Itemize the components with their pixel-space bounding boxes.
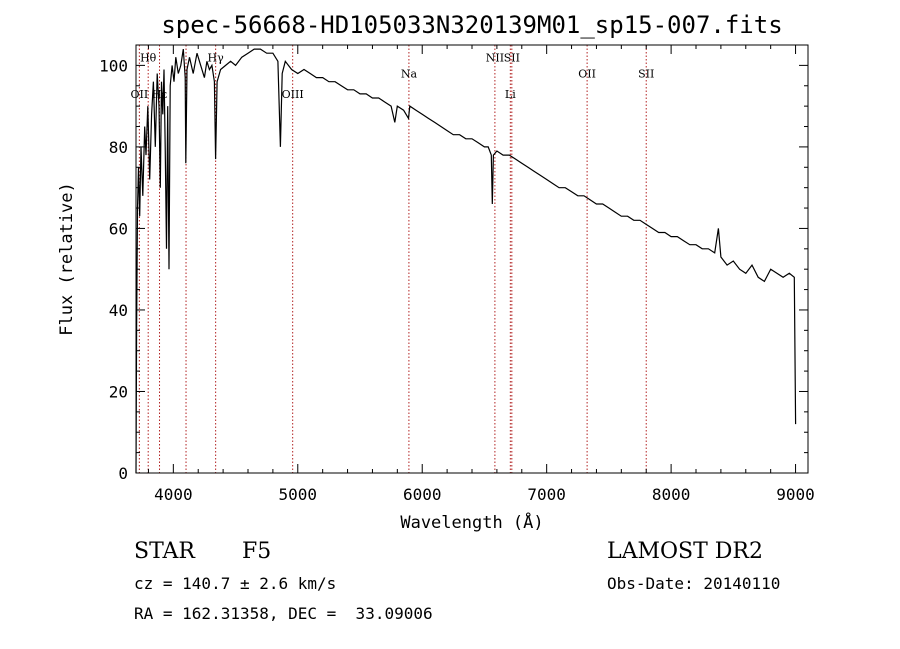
x-tick-label: 6000 — [403, 485, 442, 504]
object-subclass: F5 — [242, 539, 272, 564]
plot-frame — [135, 44, 809, 474]
y-tick-label: 20 — [109, 382, 128, 401]
x-tick-label: 9000 — [776, 485, 815, 504]
x-tick-label: 5000 — [279, 485, 318, 504]
spectrum-line — [135, 48, 797, 474]
line-marker-label: Hθ — [140, 51, 157, 64]
y-axis-label: Flux (relative) — [57, 182, 77, 336]
spectrum-chart: spec-56668-HD105033N320139M01_sp15-007.f… — [57, 11, 815, 533]
line-marker-label: Na — [401, 68, 418, 81]
x-tick-label: 7000 — [527, 485, 566, 504]
line-marker-label: OII — [131, 88, 149, 101]
line-marker-label: SII — [504, 51, 520, 64]
x-axis-ticks: 4000 5000 6000 7000 8000 9000 — [147, 45, 815, 504]
x-axis-label: Wavelength (Å) — [400, 511, 543, 533]
chart-title: spec-56668-HD105033N320139M01_sp15-007.f… — [161, 11, 782, 39]
y-tick-label: 80 — [109, 138, 128, 157]
y-tick-label: 0 — [118, 464, 128, 483]
y-tick-label: 40 — [109, 301, 128, 320]
y-tick-label: 60 — [109, 219, 128, 238]
y-axis-ticks: 0 20 40 60 80 100 — [99, 44, 808, 483]
x-tick-label: 8000 — [652, 485, 691, 504]
line-marker-label: Li — [505, 88, 516, 101]
y-tick-label: 100 — [99, 56, 128, 75]
line-marker-label: NII — [486, 51, 504, 64]
line-marker-label: SII — [638, 68, 654, 81]
survey-name: LAMOST DR2 — [607, 539, 763, 564]
x-tick-label: 4000 — [154, 485, 193, 504]
line-marker-label: OIII — [282, 88, 304, 101]
object-class: STAR — [134, 539, 195, 564]
obs-date: Obs-Date: 20140110 — [607, 574, 781, 593]
redshift-value: cz = 140.7 ± 2.6 km/s — [134, 574, 337, 593]
line-marker-label: Hγ — [208, 51, 225, 64]
coordinates: RA = 162.31358, DEC = 33.09006 — [134, 604, 433, 623]
line-marker-label: OII — [578, 68, 596, 81]
